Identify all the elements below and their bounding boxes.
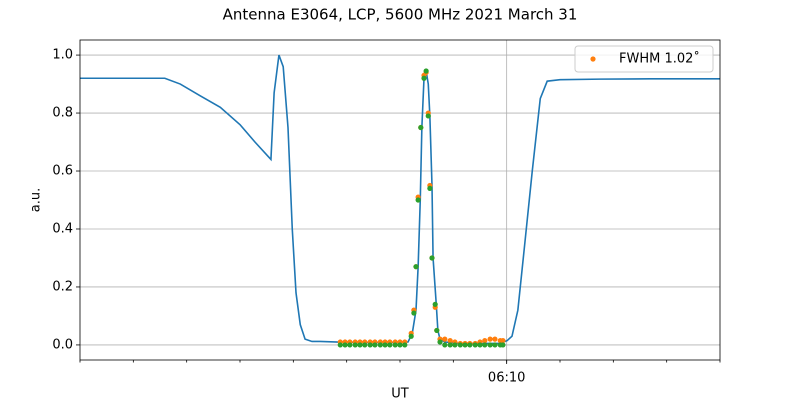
scatter-point bbox=[418, 124, 424, 131]
scatter-point bbox=[434, 327, 440, 334]
scatter-point bbox=[337, 342, 343, 348]
scatter-point bbox=[492, 336, 498, 342]
y-tick-label: 0.6 bbox=[52, 164, 73, 179]
scatter-point bbox=[377, 342, 383, 348]
scatter-point bbox=[462, 342, 468, 348]
scatter-point bbox=[347, 342, 353, 348]
scatter-point bbox=[421, 75, 427, 81]
legend-label: FWHM 1.02˚ bbox=[619, 51, 700, 67]
scatter-point bbox=[447, 342, 453, 348]
legend-marker bbox=[590, 56, 596, 62]
scatter-point bbox=[432, 301, 438, 307]
scatter-point bbox=[447, 337, 453, 344]
scatter-point bbox=[429, 255, 435, 261]
scatter-point bbox=[437, 339, 443, 345]
scatter-point bbox=[442, 342, 448, 348]
y-tick-label: 0.4 bbox=[52, 221, 73, 236]
scatter-point bbox=[457, 342, 463, 348]
legend-box bbox=[574, 45, 714, 73]
scatter-point bbox=[487, 336, 493, 342]
y-tick-label: 0.2 bbox=[52, 279, 73, 294]
scatter-point bbox=[487, 342, 493, 348]
y-tick-label: 1.0 bbox=[52, 48, 73, 63]
chart-title: Antenna E3064, LCP, 5600 MHz 2021 March … bbox=[223, 6, 578, 24]
scatter-point bbox=[442, 336, 448, 342]
scatter-point bbox=[352, 342, 358, 348]
data-line bbox=[80, 54, 720, 345]
y-tick-label: 0.0 bbox=[52, 337, 73, 352]
scatter-point bbox=[467, 342, 473, 348]
scatter-point bbox=[492, 342, 498, 348]
scatter-point bbox=[362, 342, 368, 348]
scatter-point bbox=[357, 342, 363, 348]
x-tick-label: 06:10 bbox=[488, 371, 525, 386]
scatter-point bbox=[477, 342, 483, 348]
scatter-point bbox=[415, 197, 421, 203]
scatter-point bbox=[425, 113, 431, 119]
scatter-point bbox=[342, 342, 348, 348]
scatter-point bbox=[387, 342, 393, 348]
scatter-point bbox=[482, 337, 488, 344]
scatter-point bbox=[402, 342, 408, 348]
scatter-point bbox=[472, 342, 478, 348]
scatter-point bbox=[397, 342, 403, 348]
scatter-point bbox=[427, 185, 433, 192]
scatter-point bbox=[411, 310, 417, 316]
scatter-point bbox=[392, 342, 398, 348]
scatter-point bbox=[408, 333, 414, 339]
scatter-point bbox=[500, 337, 506, 344]
scatter-point bbox=[413, 264, 419, 270]
scatter-point bbox=[372, 342, 378, 348]
scatter-point bbox=[452, 342, 458, 348]
x-axis-label: UT bbox=[391, 387, 409, 400]
scatter-point bbox=[367, 342, 373, 348]
scatter-point bbox=[382, 342, 388, 348]
scatter-point bbox=[423, 68, 429, 74]
scatter-point bbox=[500, 342, 506, 348]
scatter-point bbox=[482, 342, 488, 348]
plot-frame bbox=[79, 39, 721, 361]
y-tick-label: 0.8 bbox=[52, 106, 73, 121]
y-axis-label: a.u. bbox=[29, 188, 44, 212]
